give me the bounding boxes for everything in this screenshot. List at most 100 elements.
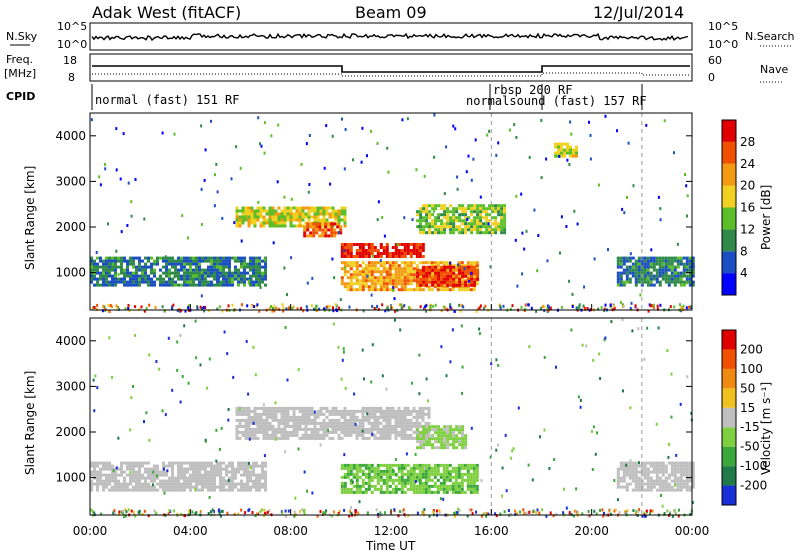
- heatmap-cell: [486, 133, 489, 137]
- heatmap-cell: [406, 433, 410, 437]
- heatmap-cell: [373, 484, 377, 488]
- heatmap-cell: [237, 283, 240, 287]
- heatmap-cell: [400, 243, 404, 246]
- heatmap-cell: [340, 261, 344, 265]
- heatmap-cell: [341, 117, 343, 121]
- heatmap-cell: [216, 485, 219, 489]
- heatmap-cell: [679, 461, 683, 465]
- heatmap-cell: [262, 430, 266, 434]
- heatmap-cell: [117, 488, 120, 492]
- heatmap-cell: [673, 274, 677, 278]
- heatmap-cell: [246, 482, 249, 486]
- heatmap-cell: [622, 476, 626, 480]
- heatmap-cell: [262, 433, 266, 437]
- heatmap-cell: [271, 418, 275, 422]
- heatmap-cell: [616, 473, 620, 477]
- heatmap-cell: [171, 283, 174, 287]
- heatmap-cell: [443, 228, 447, 232]
- heatmap-cell: [222, 265, 225, 269]
- heatmap-cell: [346, 475, 350, 479]
- heatmap-cell: [622, 470, 626, 474]
- heatmap-cell: [545, 157, 548, 161]
- heatmap-cell: [406, 279, 410, 283]
- heatmap-cell: [238, 409, 242, 413]
- heatmap-cell: [358, 475, 362, 479]
- heatmap-cell: [443, 446, 447, 450]
- heatmap-cell: [343, 475, 347, 479]
- heatmap-cell: [500, 213, 504, 217]
- heatmap-cell: [319, 209, 323, 213]
- heatmap-cell: [207, 512, 210, 515]
- heatmap-cell: [434, 274, 438, 278]
- heatmap-cell: [433, 475, 437, 479]
- heatmap-cell: [428, 210, 432, 214]
- heatmap-cell: [364, 436, 368, 440]
- heatmap-cell: [403, 264, 407, 268]
- heatmap-cell: [99, 271, 102, 275]
- heatmap-cell: [422, 219, 426, 223]
- heatmap-cell: [461, 434, 465, 438]
- colorbar-tick-label: 24: [740, 157, 755, 171]
- heatmap-cell: [340, 412, 344, 416]
- heatmap-cell: [667, 262, 671, 266]
- heatmap-cell: [124, 514, 127, 518]
- heatmap-cell: [464, 283, 468, 287]
- heatmap-cell: [90, 485, 93, 489]
- heatmap-cell: [367, 255, 371, 258]
- heatmap-cell: [448, 463, 452, 467]
- heatmap-cell: [385, 433, 389, 437]
- heatmap-cell: [271, 430, 275, 434]
- heatmap-cell: [535, 309, 538, 313]
- heatmap-cell: [216, 283, 219, 287]
- heatmap-cell: [422, 437, 426, 441]
- heatmap-cell: [371, 304, 374, 308]
- heatmap-cell: [96, 479, 99, 483]
- heatmap-cell: [643, 488, 647, 492]
- heatmap-cell: [189, 473, 192, 477]
- heatmap-cell: [511, 304, 514, 308]
- heatmap-cell: [473, 222, 477, 226]
- heatmap-cell: [631, 479, 635, 483]
- heatmap-cell: [472, 261, 476, 265]
- heatmap-cell: [210, 485, 213, 489]
- heatmap-cell: [469, 478, 473, 482]
- heatmap-cell: [213, 485, 216, 489]
- heatmap-cell: [376, 249, 380, 252]
- heatmap-cell: [385, 472, 389, 476]
- heatmap-cell: [409, 273, 413, 277]
- heatmap-cell: [639, 293, 642, 297]
- heatmap-cell: [676, 470, 680, 474]
- heatmap-cell: [501, 466, 504, 470]
- heatmap-cell: [364, 267, 368, 271]
- heatmap-cell: [422, 434, 426, 438]
- heatmap-cell: [370, 267, 374, 271]
- heatmap-cell: [303, 228, 307, 232]
- heatmap-cell: [487, 512, 490, 516]
- heatmap-cell: [631, 470, 635, 474]
- heatmap-cell: [316, 209, 320, 213]
- heatmap-cell: [207, 482, 210, 486]
- heatmap-cell: [455, 440, 459, 444]
- heatmap-cell: [325, 406, 329, 410]
- heatmap-cell: [253, 221, 257, 225]
- heatmap-cell: [494, 225, 498, 229]
- y-tick-label: 2000: [55, 425, 86, 439]
- heatmap-cell: [355, 282, 359, 286]
- heatmap-cell: [129, 470, 132, 474]
- heatmap-cell: [637, 274, 641, 278]
- heatmap-cell: [396, 243, 399, 247]
- heatmap-cell: [437, 228, 441, 232]
- heatmap-cell: [262, 409, 266, 413]
- heatmap-cell: [416, 271, 420, 275]
- heatmap-cell: [415, 490, 419, 494]
- heatmap-cell: [485, 231, 489, 235]
- heatmap-cell: [252, 479, 255, 483]
- heatmap-cell: [418, 481, 422, 485]
- heatmap-cell: [490, 362, 493, 366]
- heatmap-cell: [559, 251, 561, 255]
- heatmap-cell: [96, 461, 99, 465]
- heatmap-cell: [171, 479, 174, 483]
- heatmap-cell: [322, 224, 326, 228]
- heatmap-cell: [634, 488, 638, 492]
